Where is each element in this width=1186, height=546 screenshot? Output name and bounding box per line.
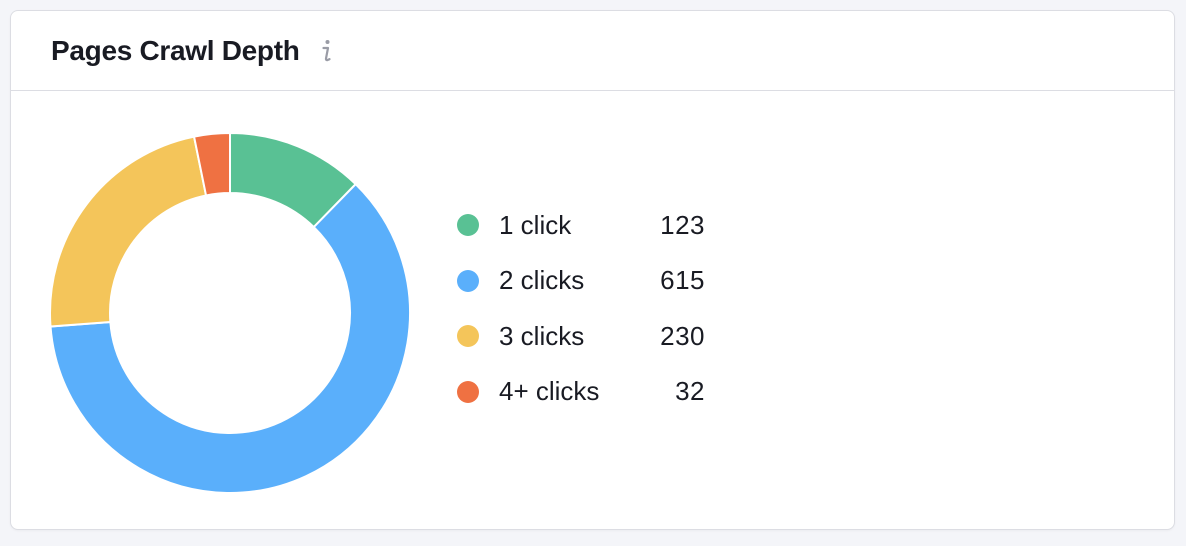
- legend-label: 4+ clicks: [499, 376, 600, 406]
- donut-slice-3[interactable]: [49, 135, 208, 328]
- legend-color-dot: [457, 380, 479, 403]
- legend-value[interactable]: 615: [660, 265, 705, 295]
- legend-item[interactable]: 1 click 123: [457, 208, 705, 242]
- card-header: Pages Crawl Depth: [11, 11, 1174, 91]
- chart-legend: 1 click 123 2 clicks 615 3 clicks 230 4+ click…: [457, 208, 705, 430]
- chart-area: 1 click 123 2 clicks 615 3 clicks 230 4+ click…: [11, 92, 1174, 529]
- info-icon[interactable]: [318, 37, 334, 65]
- donut-chart: [49, 132, 411, 494]
- legend-value[interactable]: 230: [660, 320, 705, 351]
- legend-item[interactable]: 2 clicks 615: [457, 264, 705, 298]
- legend-label: 3 clicks: [499, 320, 585, 351]
- crawl-depth-card: Pages Crawl Depth 1 click 123 2 clicks 615 3…: [10, 10, 1175, 530]
- donut-slice-4[interactable]: [192, 132, 231, 197]
- legend-color-dot: [457, 269, 479, 292]
- donut-slice-2[interactable]: [49, 182, 411, 494]
- legend-color-dot: [457, 325, 479, 347]
- legend-item[interactable]: 4+ clicks 32: [457, 375, 705, 409]
- legend-item[interactable]: 3 clicks 230: [457, 319, 705, 353]
- info-icon-glyph: [321, 39, 331, 61]
- legend-label: 1 click: [499, 209, 572, 240]
- legend-color-dot: [457, 214, 479, 236]
- legend-value[interactable]: 32: [675, 376, 705, 406]
- legend-label: 2 clicks: [499, 265, 585, 295]
- card-title: Pages Crawl Depth: [51, 34, 300, 66]
- legend-value[interactable]: 123: [660, 209, 705, 240]
